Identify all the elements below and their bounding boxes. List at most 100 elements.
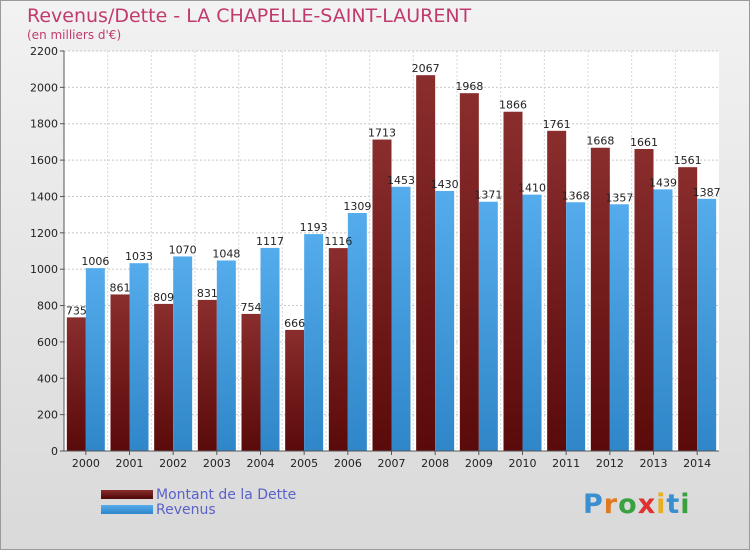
legend-swatch-revenue (101, 505, 153, 514)
debt-bar-label: 831 (197, 287, 218, 300)
y-tick-label: 1000 (30, 263, 58, 276)
y-tick-label: 1400 (30, 190, 58, 203)
debt-bar (154, 303, 174, 451)
revenue-bar-label: 1193 (300, 221, 328, 234)
y-tick-label: 2200 (30, 45, 58, 58)
revenue-bar-label: 1070 (169, 243, 197, 256)
x-tick-label: 2005 (290, 457, 318, 470)
debt-bar-label: 735 (66, 304, 87, 317)
debt-bar (503, 111, 523, 452)
debt-bar (110, 294, 130, 451)
revenue-bar (216, 260, 236, 451)
x-tick-label: 2013 (640, 457, 668, 470)
debt-bar-label: 1116 (324, 235, 352, 248)
debt-bar-label: 861 (110, 281, 131, 294)
x-tick-label: 2009 (465, 457, 493, 470)
debt-bar (416, 75, 436, 451)
x-tick-label: 2012 (596, 457, 624, 470)
y-tick-label: 1600 (30, 154, 58, 167)
revenue-bar-label: 1453 (387, 174, 415, 187)
y-tick-label: 2000 (30, 81, 58, 94)
revenue-bar-label: 1006 (81, 255, 109, 268)
x-tick-label: 2001 (116, 457, 144, 470)
revenue-bar (347, 213, 367, 451)
revenue-bar-label: 1357 (605, 191, 633, 204)
y-tick-label: 400 (37, 372, 58, 385)
logo-letter: t (666, 489, 681, 520)
debt-bar (197, 299, 217, 451)
x-tick-label: 2006 (334, 457, 362, 470)
debt-bar-label: 754 (241, 301, 262, 314)
revenue-bar (522, 194, 542, 452)
logo-letter: x (637, 489, 657, 520)
revenue-bar-label: 1371 (474, 189, 502, 202)
debt-bar-label: 666 (284, 317, 305, 330)
debt-bar (547, 130, 567, 451)
revenue-bar-label: 1309 (343, 200, 371, 213)
revenue-bar-label: 1439 (649, 176, 677, 189)
debt-bar-label: 2067 (412, 62, 440, 75)
debt-bar-label: 1761 (543, 118, 571, 131)
revenue-bar-label: 1048 (212, 247, 240, 260)
revenue-bar-label: 1368 (562, 189, 590, 202)
debt-bar (285, 329, 305, 451)
debt-bar-label: 1866 (499, 99, 527, 112)
chart-subtitle: (en milliers d'€) (27, 28, 122, 42)
debt-bar-label: 1968 (455, 80, 483, 93)
y-tick-label: 0 (51, 445, 58, 458)
x-tick-label: 2004 (247, 457, 275, 470)
chart-title: Revenus/Dette - LA CHAPELLE-SAINT-LAUREN… (27, 5, 472, 27)
revenue-bar-label: 1117 (256, 235, 284, 248)
revenue-bar (260, 247, 280, 451)
y-tick-label: 600 (37, 336, 58, 349)
debt-bar-label: 1668 (586, 135, 614, 148)
proxiti-logo: Proxiti (583, 489, 691, 520)
x-tick-label: 2007 (378, 457, 406, 470)
x-tick-label: 2008 (421, 457, 449, 470)
x-tick-label: 2000 (72, 457, 100, 470)
revenue-bar (478, 201, 498, 451)
debt-bar (678, 167, 698, 451)
logo-letter: o (618, 489, 638, 520)
y-tick-label: 1800 (30, 118, 58, 131)
debt-bar (66, 317, 86, 451)
legend: Montant de la Dette Revenus (101, 486, 297, 518)
legend-label-revenue: Revenus (156, 501, 216, 518)
debt-bar-label: 1561 (674, 154, 702, 167)
logo-letter: i (656, 489, 667, 520)
axes: 0 200 400 600 800 1000 1200 1400 1600 1800 2000 220… (30, 45, 719, 470)
x-tick-label: 2002 (159, 457, 187, 470)
bars (66, 75, 717, 452)
y-tick-label: 1200 (30, 227, 58, 240)
legend-swatch-debt (101, 490, 153, 499)
revenue-bar-label: 1387 (693, 186, 721, 199)
x-tick-label: 2011 (552, 457, 580, 470)
legend-item-revenue: Revenus (101, 501, 296, 518)
debt-bar-label: 1661 (630, 136, 658, 149)
debt-bar (241, 313, 261, 451)
x-tick-label: 2010 (509, 457, 537, 470)
revenue-bar-label: 1033 (125, 250, 153, 263)
x-tick-label: 2003 (203, 457, 231, 470)
revenue-bar (129, 263, 149, 451)
y-tick-label: 200 (37, 409, 58, 422)
logo-letter: i (680, 489, 691, 520)
logo-letter: r (603, 489, 619, 520)
debt-bar-label: 809 (153, 291, 174, 304)
debt-bar-label: 1713 (368, 127, 396, 140)
revenue-bar (566, 202, 586, 451)
revenue-bar (391, 186, 411, 451)
debt-bar (372, 139, 392, 451)
debt-bar (634, 149, 654, 451)
revenue-bar (435, 191, 455, 451)
revenue-bar-label: 1430 (431, 178, 459, 191)
revenue-bar (697, 198, 717, 451)
y-tick-label: 800 (37, 300, 58, 313)
debt-bar (459, 93, 479, 451)
revenue-bar (609, 204, 629, 451)
legend-label-debt: Montant de la Dette (156, 486, 297, 503)
revenue-bar (173, 256, 193, 451)
